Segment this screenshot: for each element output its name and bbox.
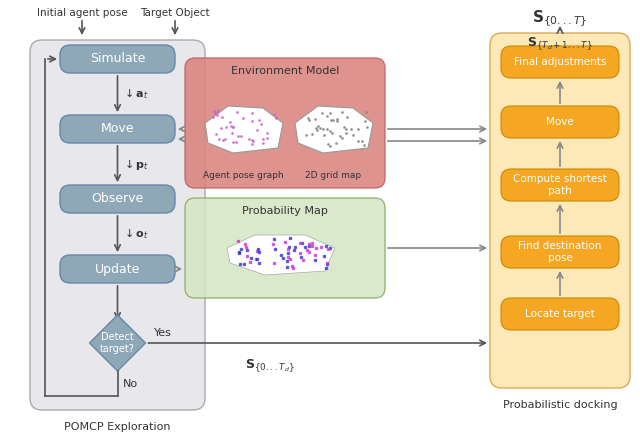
FancyBboxPatch shape [501,298,619,330]
FancyBboxPatch shape [490,33,630,388]
Text: Yes: Yes [154,328,172,338]
Polygon shape [205,106,283,153]
FancyBboxPatch shape [185,198,385,298]
Text: Initial agent pose: Initial agent pose [36,8,127,18]
Text: Environment Model: Environment Model [231,66,339,76]
Text: Locate target: Locate target [525,309,595,319]
Text: Observe: Observe [92,192,143,205]
FancyBboxPatch shape [501,169,619,201]
Text: 2D grid map: 2D grid map [305,171,361,180]
Text: Move: Move [546,117,574,127]
FancyBboxPatch shape [501,106,619,138]
FancyBboxPatch shape [60,185,175,213]
Text: $\mathbf{S}_{\{T_d+1...T\}}$: $\mathbf{S}_{\{T_d+1...T\}}$ [527,36,593,53]
FancyBboxPatch shape [60,255,175,283]
Polygon shape [227,235,335,275]
FancyBboxPatch shape [185,58,385,188]
FancyBboxPatch shape [501,46,619,78]
FancyBboxPatch shape [30,40,205,410]
Text: Move: Move [100,123,134,135]
Text: $\mathbf{S}_{\{0...T\}}$: $\mathbf{S}_{\{0...T\}}$ [532,8,588,28]
Text: Final adjustments: Final adjustments [514,57,606,67]
Text: $\downarrow\mathbf{p}_t$: $\downarrow\mathbf{p}_t$ [122,156,150,172]
Text: Find destination
pose: Find destination pose [518,241,602,263]
Text: Probabilistic docking: Probabilistic docking [502,400,618,410]
Text: Detect
target?: Detect target? [100,332,135,354]
Text: Update: Update [95,262,140,276]
FancyBboxPatch shape [60,45,175,73]
Text: $\downarrow\mathbf{o}_t$: $\downarrow\mathbf{o}_t$ [122,226,149,241]
Text: Agent pose graph: Agent pose graph [203,171,284,180]
Text: $\mathbf{S}_{\{0...T_d\}}$: $\mathbf{S}_{\{0...T_d\}}$ [245,358,295,375]
FancyBboxPatch shape [501,236,619,268]
Text: POMCP Exploration: POMCP Exploration [64,422,171,432]
Text: Target Object: Target Object [140,8,210,18]
Text: Compute shortest
path: Compute shortest path [513,174,607,196]
Text: Simulate: Simulate [90,53,145,66]
Text: Probability Map: Probability Map [242,206,328,216]
Polygon shape [90,315,145,371]
FancyBboxPatch shape [60,115,175,143]
Text: No: No [122,379,138,389]
Text: $\downarrow\mathbf{a}_t$: $\downarrow\mathbf{a}_t$ [122,87,149,102]
Polygon shape [295,106,373,153]
